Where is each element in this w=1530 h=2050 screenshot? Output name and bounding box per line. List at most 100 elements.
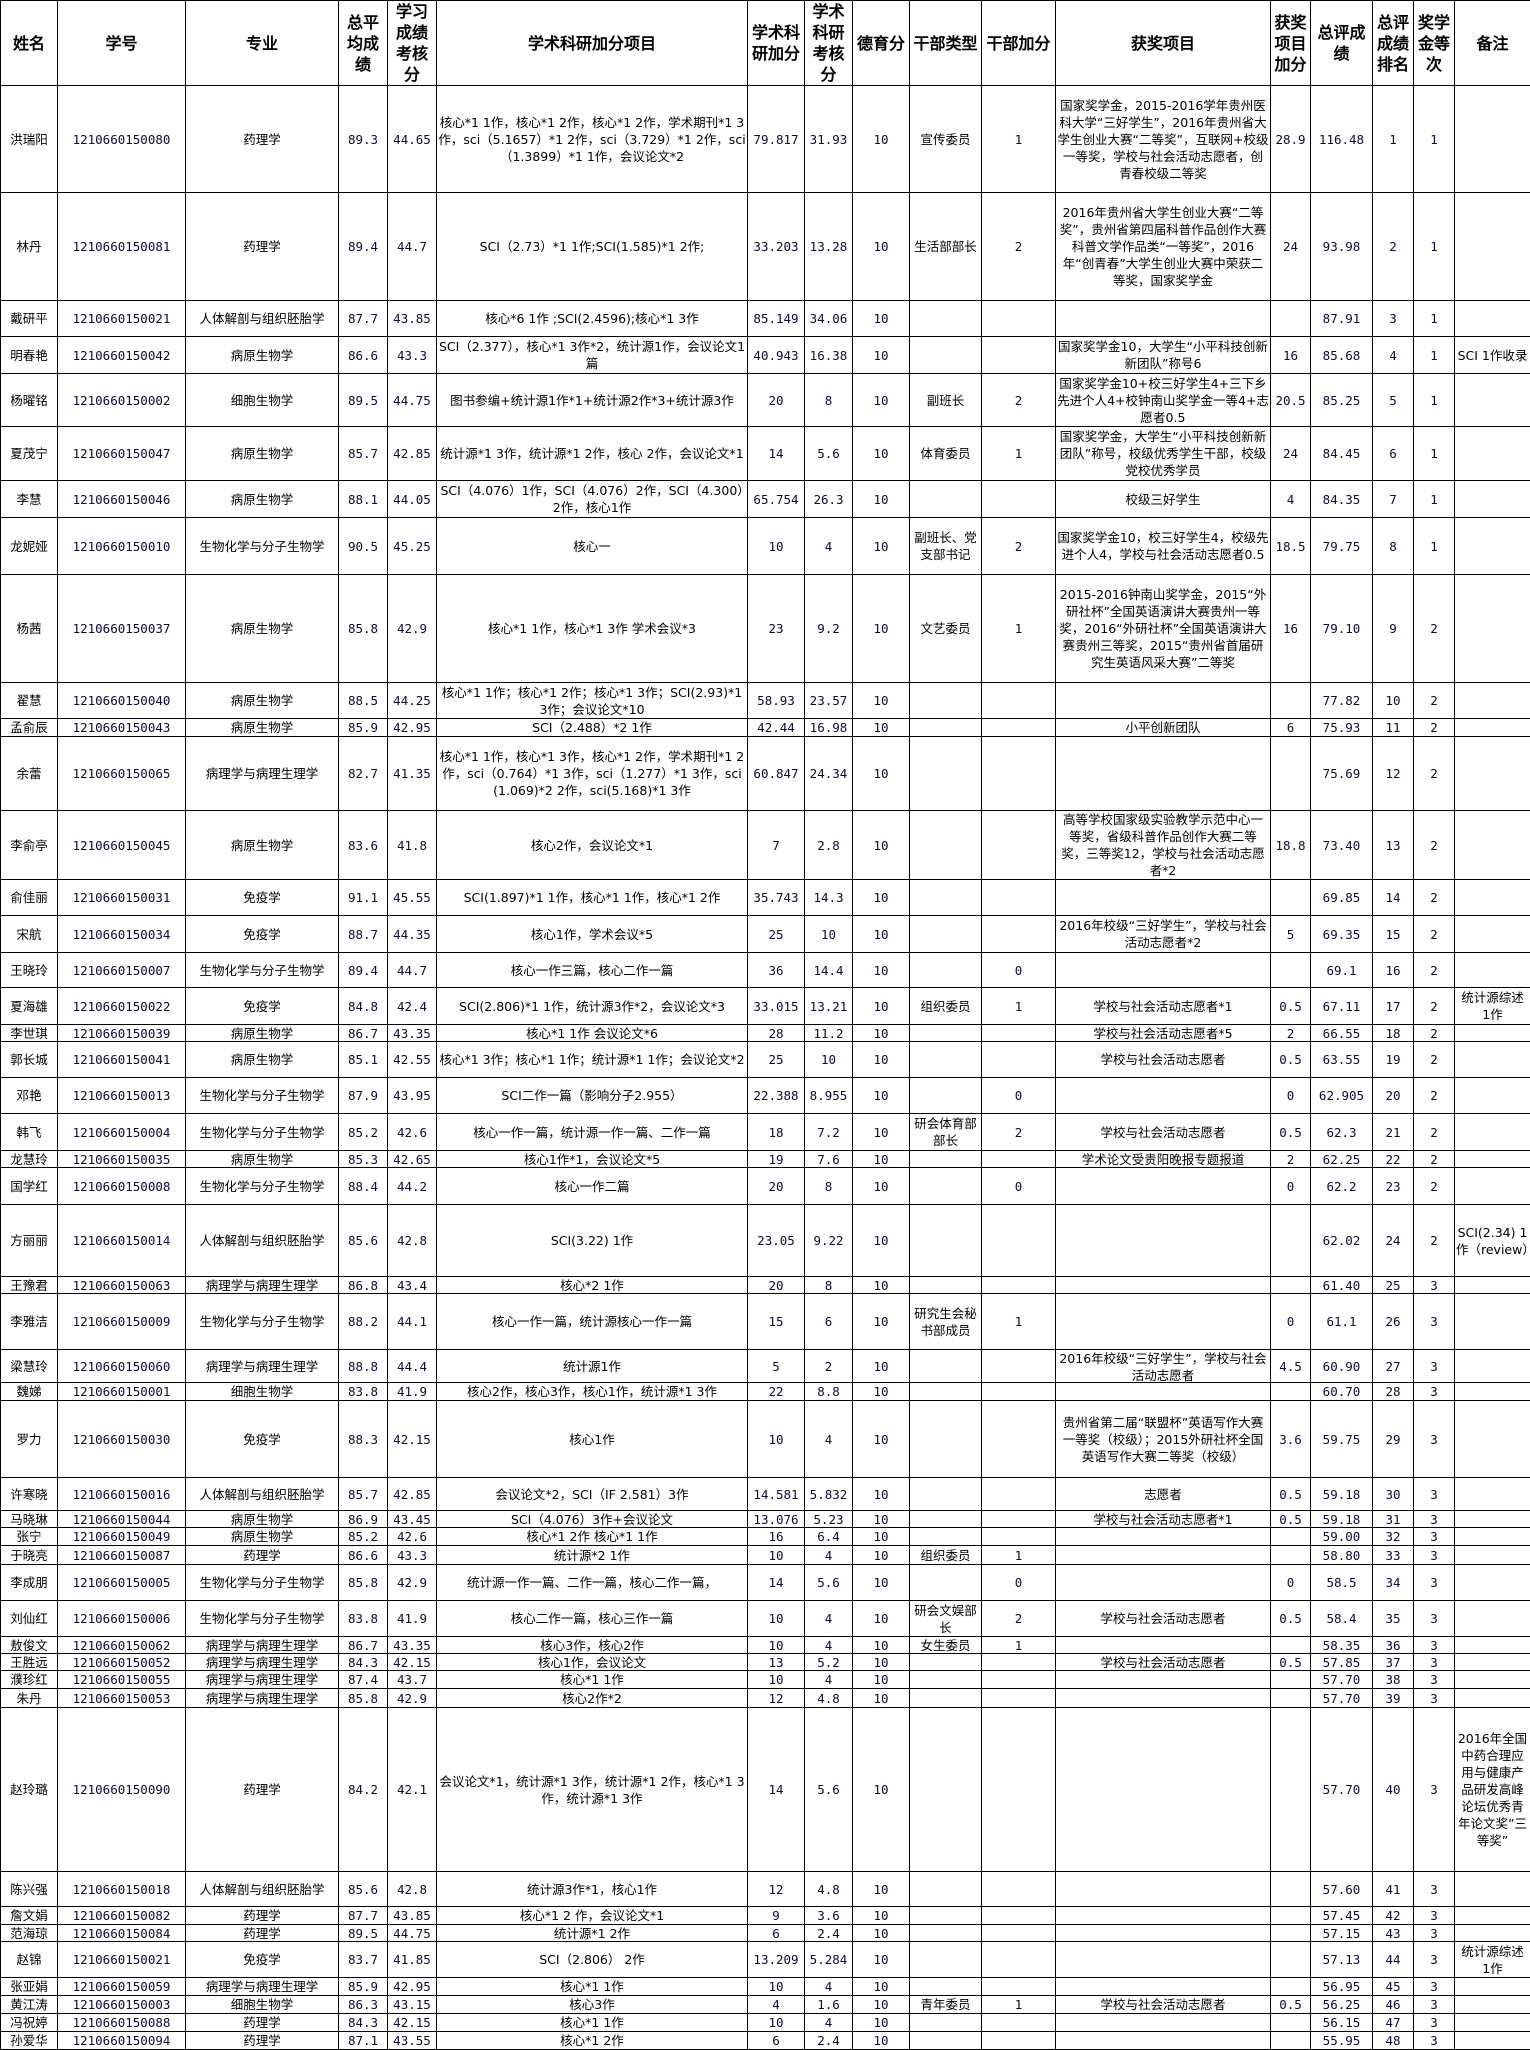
cell-cadre-type[interactable]: [910, 337, 982, 374]
cell-name[interactable]: 李慧: [1, 481, 58, 518]
cell-research-items[interactable]: SCI（2.73）*1 1作;SCI(1.585)*1 2作;: [437, 193, 748, 301]
cell-major[interactable]: 病理学与病理生理学: [186, 1689, 339, 1708]
cell-gpa[interactable]: 87.9: [339, 1078, 388, 1114]
cell-research-items[interactable]: 核心*1 2 作，会议论文*1: [437, 1907, 748, 1925]
cell-moral-score[interactable]: 10: [853, 1565, 910, 1601]
cell-cadre-bonus[interactable]: [982, 1205, 1056, 1277]
cell-total-score[interactable]: 75.93: [1311, 719, 1373, 737]
cell-cadre-type[interactable]: 副班长: [910, 374, 982, 427]
cell-research-bonus[interactable]: 13.076: [748, 1511, 805, 1528]
cell-moral-score[interactable]: 10: [853, 1942, 910, 1978]
cell-major[interactable]: 病原生物学: [186, 683, 339, 719]
cell-award-bonus[interactable]: 2: [1271, 1025, 1311, 1042]
cell-name[interactable]: 杨茜: [1, 575, 58, 683]
cell-rank[interactable]: 36: [1373, 1637, 1414, 1654]
cell-cadre-type[interactable]: [910, 1942, 982, 1978]
cell-study-score[interactable]: 43.3: [388, 1546, 437, 1565]
cell-remark[interactable]: [1455, 481, 1530, 518]
cell-student-id[interactable]: 1210660150081: [58, 193, 186, 301]
cell-cadre-type[interactable]: 宣传委员: [910, 86, 982, 193]
cell-research-bonus[interactable]: 58.93: [748, 683, 805, 719]
cell-name[interactable]: 罗力: [1, 1401, 58, 1478]
cell-research-score[interactable]: 5.6: [805, 1565, 853, 1601]
cell-research-bonus[interactable]: 20: [748, 1168, 805, 1205]
cell-remark[interactable]: [1455, 374, 1530, 427]
cell-scholarship-level[interactable]: 2: [1414, 719, 1455, 737]
cell-name[interactable]: 李俞亭: [1, 811, 58, 880]
cell-award-bonus[interactable]: [1271, 1277, 1311, 1294]
cell-cadre-type[interactable]: [910, 1078, 982, 1114]
cell-total-score[interactable]: 59.18: [1311, 1478, 1373, 1511]
cell-award-bonus[interactable]: 24: [1271, 427, 1311, 481]
cell-moral-score[interactable]: 10: [853, 1151, 910, 1168]
cell-research-score[interactable]: 4.8: [805, 1689, 853, 1708]
cell-research-bonus[interactable]: 15: [748, 1294, 805, 1350]
cell-awards[interactable]: [1056, 1565, 1271, 1601]
cell-rank[interactable]: 16: [1373, 953, 1414, 988]
cell-name[interactable]: 梁慧玲: [1, 1350, 58, 1383]
cell-moral-score[interactable]: 10: [853, 518, 910, 575]
cell-cadre-bonus[interactable]: 2: [982, 374, 1056, 427]
cell-cadre-bonus[interactable]: 1: [982, 1294, 1056, 1350]
cell-research-items[interactable]: 核心*1 1作 会议论文*6: [437, 1025, 748, 1042]
cell-total-score[interactable]: 62.25: [1311, 1151, 1373, 1168]
cell-scholarship-level[interactable]: 2: [1414, 1114, 1455, 1151]
cell-cadre-bonus[interactable]: 2: [982, 518, 1056, 575]
cell-major[interactable]: 药理学: [186, 2032, 339, 2050]
cell-research-score[interactable]: 1.6: [805, 1996, 853, 2014]
cell-total-score[interactable]: 84.45: [1311, 427, 1373, 481]
cell-cadre-type[interactable]: [910, 1654, 982, 1671]
cell-rank[interactable]: 48: [1373, 2032, 1414, 2050]
cell-research-score[interactable]: 5.6: [805, 1708, 853, 1872]
cell-scholarship-level[interactable]: 1: [1414, 86, 1455, 193]
cell-student-id[interactable]: 1210660150005: [58, 1565, 186, 1601]
cell-gpa[interactable]: 88.7: [339, 916, 388, 953]
cell-moral-score[interactable]: 10: [853, 1078, 910, 1114]
cell-cadre-type[interactable]: [910, 481, 982, 518]
cell-gpa[interactable]: 86.9: [339, 1511, 388, 1528]
cell-major[interactable]: 生物化学与分子生物学: [186, 518, 339, 575]
cell-research-bonus[interactable]: 6: [748, 1925, 805, 1942]
cell-study-score[interactable]: 42.6: [388, 1528, 437, 1546]
cell-total-score[interactable]: 73.40: [1311, 811, 1373, 880]
cell-student-id[interactable]: 1210660150009: [58, 1294, 186, 1350]
cell-research-bonus[interactable]: 10: [748, 1671, 805, 1689]
cell-rank[interactable]: 20: [1373, 1078, 1414, 1114]
cell-study-score[interactable]: 42.15: [388, 2014, 437, 2032]
cell-award-bonus[interactable]: [1271, 1978, 1311, 1996]
cell-gpa[interactable]: 83.8: [339, 1601, 388, 1637]
cell-name[interactable]: 于晓亮: [1, 1546, 58, 1565]
cell-total-score[interactable]: 57.70: [1311, 1708, 1373, 1872]
cell-research-items[interactable]: SCI（2.377），核心*1 3作*2，统计源1作，会议论文1篇: [437, 337, 748, 374]
cell-rank[interactable]: 34: [1373, 1565, 1414, 1601]
cell-rank[interactable]: 4: [1373, 337, 1414, 374]
cell-research-items[interactable]: 统计源一作一篇、二作一篇，核心二作一篇，: [437, 1565, 748, 1601]
cell-moral-score[interactable]: 10: [853, 1042, 910, 1078]
cell-gpa[interactable]: 89.3: [339, 86, 388, 193]
cell-rank[interactable]: 42: [1373, 1907, 1414, 1925]
cell-cadre-type[interactable]: 组织委员: [910, 1546, 982, 1565]
cell-research-items[interactable]: 统计源*2 1作: [437, 1546, 748, 1565]
cell-student-id[interactable]: 1210660150055: [58, 1671, 186, 1689]
cell-major[interactable]: 生物化学与分子生物学: [186, 1601, 339, 1637]
cell-cadre-type[interactable]: 研究生会秘书部成员: [910, 1294, 982, 1350]
cell-research-items[interactable]: 核心一作三篇，核心二作一篇: [437, 953, 748, 988]
cell-name[interactable]: 王晓玲: [1, 953, 58, 988]
cell-scholarship-level[interactable]: 3: [1414, 1671, 1455, 1689]
cell-award-bonus[interactable]: 0.5: [1271, 1042, 1311, 1078]
cell-research-bonus[interactable]: 85.149: [748, 301, 805, 337]
cell-moral-score[interactable]: 10: [853, 86, 910, 193]
cell-remark[interactable]: [1455, 1025, 1530, 1042]
cell-study-score[interactable]: 43.3: [388, 337, 437, 374]
cell-research-items[interactable]: 核心*1 1作；核心*1 2作；核心*1 3作；SCI(2.93)*1 3作；会…: [437, 683, 748, 719]
cell-awards[interactable]: [1056, 1168, 1271, 1205]
cell-remark[interactable]: [1455, 1151, 1530, 1168]
cell-study-score[interactable]: 42.85: [388, 427, 437, 481]
cell-rank[interactable]: 15: [1373, 916, 1414, 953]
cell-scholarship-level[interactable]: 1: [1414, 337, 1455, 374]
cell-research-score[interactable]: 26.3: [805, 481, 853, 518]
cell-research-score[interactable]: 2.4: [805, 2032, 853, 2050]
cell-cadre-bonus[interactable]: [982, 683, 1056, 719]
cell-research-score[interactable]: 4: [805, 1978, 853, 1996]
cell-total-score[interactable]: 56.15: [1311, 2014, 1373, 2032]
